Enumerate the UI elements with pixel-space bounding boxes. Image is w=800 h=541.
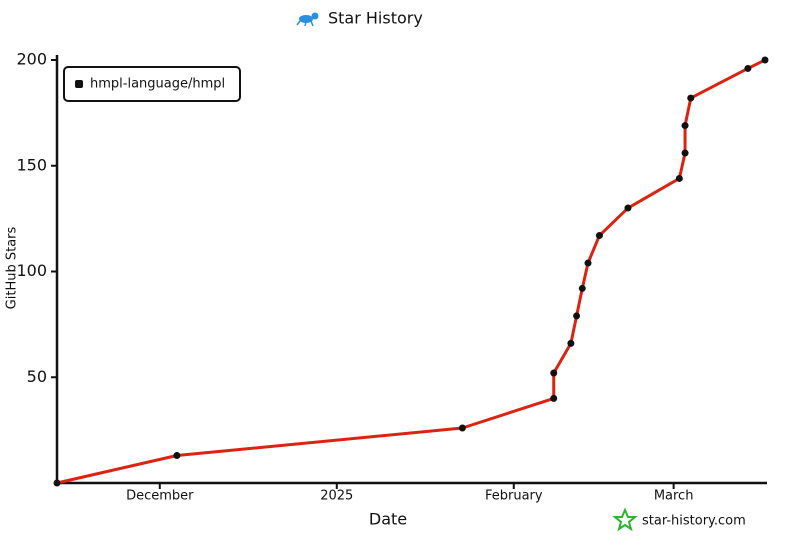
point [681,122,689,130]
point [53,479,61,487]
y-tick-label: 200 [16,50,47,69]
point [578,284,586,292]
x-tick-label: December [126,489,194,504]
x-axis-label: Date [369,510,407,529]
point [458,424,466,432]
watermark: star-history.com [642,514,746,529]
legend-swatch [75,80,83,88]
point [761,56,769,64]
x-tick-label: February [485,489,543,504]
chart-title: Star History [328,9,423,28]
title-group: Star History [296,9,423,28]
x-tick-label: March [654,489,694,504]
point [624,204,632,212]
y-tick-label: 50 [27,367,47,386]
legend-label: hmpl-language/hmpl [90,77,225,92]
point [573,312,581,320]
point [744,64,752,72]
x-tick-label: 2025 [320,489,353,504]
point [681,149,689,157]
point [675,174,683,182]
point [567,339,575,347]
point [584,259,592,267]
point [173,452,181,460]
title-icon [296,12,319,27]
legend-box [63,66,241,102]
line [56,58,766,485]
y-axis-label: GitHub Stars [5,226,20,309]
point [550,394,558,402]
point [550,369,558,377]
y-tick-label: 100 [16,261,47,280]
point [687,94,695,102]
point [595,232,603,240]
watermark-icon [612,507,638,532]
y-tick-label: 150 [16,155,47,174]
